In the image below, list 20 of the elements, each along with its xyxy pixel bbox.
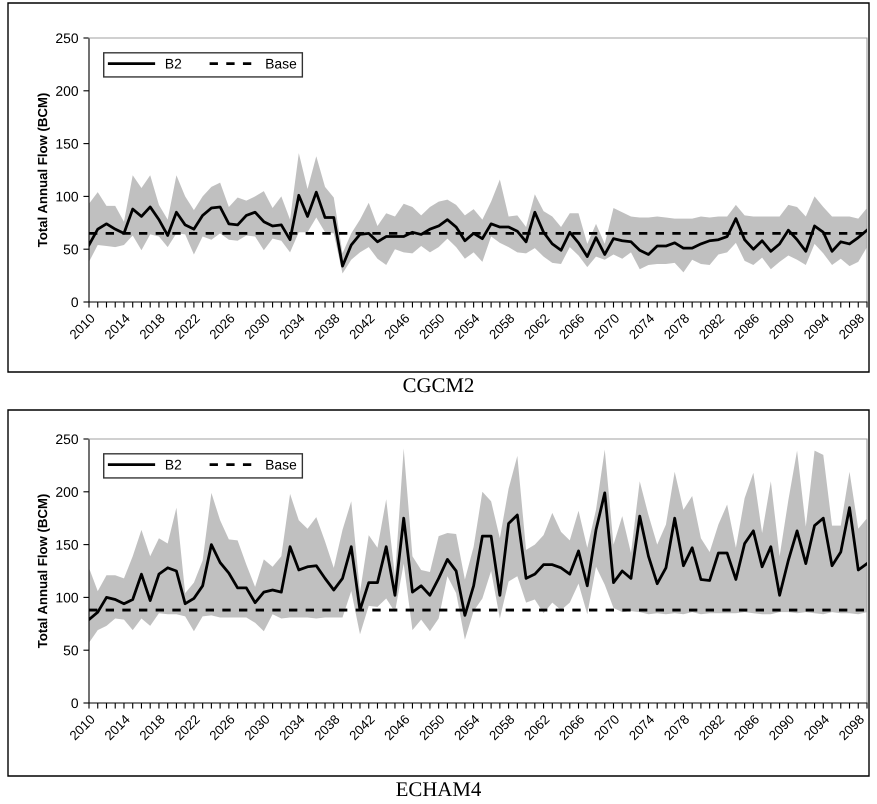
text: ECHAM4 [396,782,481,796]
y-tick-label: 100 [56,192,78,202]
legend-label: B2 [166,58,182,68]
y-tick-label: 200 [56,86,78,96]
y-tick-label: 50 [64,244,78,254]
y-tick-label: 50 [64,646,78,656]
legend-label: Base [266,460,296,470]
y-tick-label: 0 [71,698,78,708]
legend-label: B2 [166,460,182,470]
y-tick-label: 250 [56,434,78,444]
y-tick-label: 0 [71,297,78,308]
legend-label: Base [266,58,296,69]
text: CGCM2 [403,378,474,392]
y-tick-label: 100 [56,592,78,603]
y-tick-label: 200 [56,487,78,497]
y-tick-label: 150 [56,540,78,550]
y-tick-label: 150 [56,138,78,149]
y-tick-label: 250 [56,33,78,44]
y-axis-title: Total Annual Flow (BCM) [38,494,50,648]
y-axis-title: Total Annual Flow (BCM) [38,93,50,248]
